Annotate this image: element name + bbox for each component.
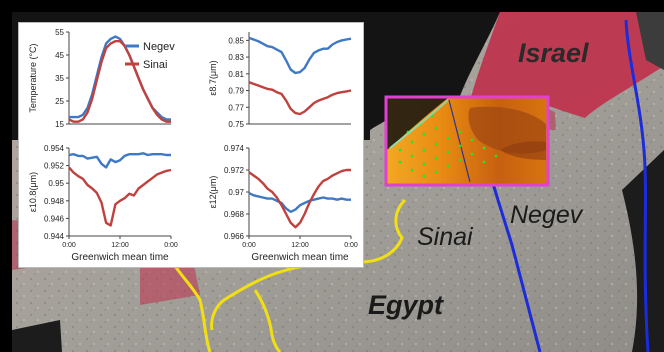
x-tick-label: 0:00 [62, 242, 76, 249]
chart-panel: 55 45 35 25 15 Temperature (°C) Negev Sinai 0.85… [18, 22, 364, 268]
chart-2: 0.85 0.83 0.81 0.79 0.77 0.75 ε8.7(μm) [208, 32, 352, 129]
y-tick-label: 15 [55, 120, 64, 129]
x-axis-label: Greenwich mean time [251, 252, 349, 263]
x-tick-label: 0:00 [344, 242, 358, 249]
dead-sea-strip [636, 12, 664, 70]
israel-vegetation [470, 12, 664, 118]
y-tick-label: 0.972 [224, 166, 245, 175]
sinai-label: Sinai [417, 223, 473, 251]
jordan-border-line [624, 19, 650, 352]
y-tick-label: 0.75 [228, 120, 244, 129]
inset-dark-streak [500, 141, 546, 160]
series-line-negev [248, 192, 351, 214]
y-tick-label: 0.95 [48, 179, 64, 188]
series-line-sinai [68, 166, 172, 227]
y-tick-label: 0.954 [44, 144, 65, 153]
gulf-of-aqaba [622, 150, 664, 352]
x-tick-label: 12:00 [291, 242, 309, 249]
y-tick-label: 0.948 [44, 197, 65, 206]
y-tick-label: 0.946 [44, 214, 65, 223]
y-tick-label: 45 [55, 51, 64, 60]
series-line-negev [68, 152, 171, 169]
series-line-sinai [68, 40, 171, 123]
y-axis-label: ε8.7(μm) [208, 60, 218, 95]
x-tick-label: 0:00 [164, 242, 178, 249]
y-tick-label: 0.952 [44, 162, 65, 171]
y-tick-label: 0.968 [224, 210, 245, 219]
y-tick-label: 0.97 [228, 188, 244, 197]
y-axis-label: Temperature (°C) [28, 43, 38, 112]
y-tick-label: 25 [55, 97, 64, 106]
y-tick-label: 0.85 [228, 36, 244, 45]
x-tick-label: 12:00 [111, 242, 129, 249]
x-tick-label: 0:00 [242, 242, 256, 249]
inset-sea-band [387, 98, 448, 150]
y-axis-label: ε12(μm) [208, 176, 218, 209]
y-tick-label: 0.966 [224, 232, 245, 241]
legend-label: Sinai [143, 59, 167, 71]
gulf-of-suez [12, 320, 62, 352]
study-area-inset [384, 95, 550, 187]
inset-green-grid [398, 114, 498, 178]
chart-1: 55 45 35 25 15 Temperature (°C) Negev Sinai [28, 28, 175, 129]
y-tick-label: 0.79 [228, 87, 244, 96]
inset-frame [384, 95, 550, 187]
series-line-sinai [248, 168, 351, 229]
y-tick-label: 35 [55, 74, 64, 83]
negev-label: Negev [510, 201, 583, 229]
series-line-negev [248, 36, 352, 75]
y-axis-label: ε10.8(μm) [28, 172, 38, 212]
y-tick-label: 0.944 [44, 232, 65, 241]
charts-svg: 55 45 35 25 15 Temperature (°C) Negev Sinai 0.85… [28, 28, 358, 263]
x-axis-label: Greenwich mean time [71, 252, 169, 263]
inset-border-line [448, 99, 471, 183]
y-tick-label: 55 [55, 28, 64, 37]
legend-label: Negev [143, 41, 175, 53]
y-tick-label: 0.974 [224, 144, 245, 153]
series-line-sinai [248, 81, 352, 116]
inset-cyan-coast [389, 99, 449, 149]
egypt-label: Egypt [368, 290, 444, 320]
y-tick-label: 0.81 [228, 70, 244, 79]
y-tick-label: 0.83 [228, 53, 244, 62]
israel-label: Israel [518, 38, 589, 68]
y-tick-label: 0.77 [228, 103, 244, 112]
